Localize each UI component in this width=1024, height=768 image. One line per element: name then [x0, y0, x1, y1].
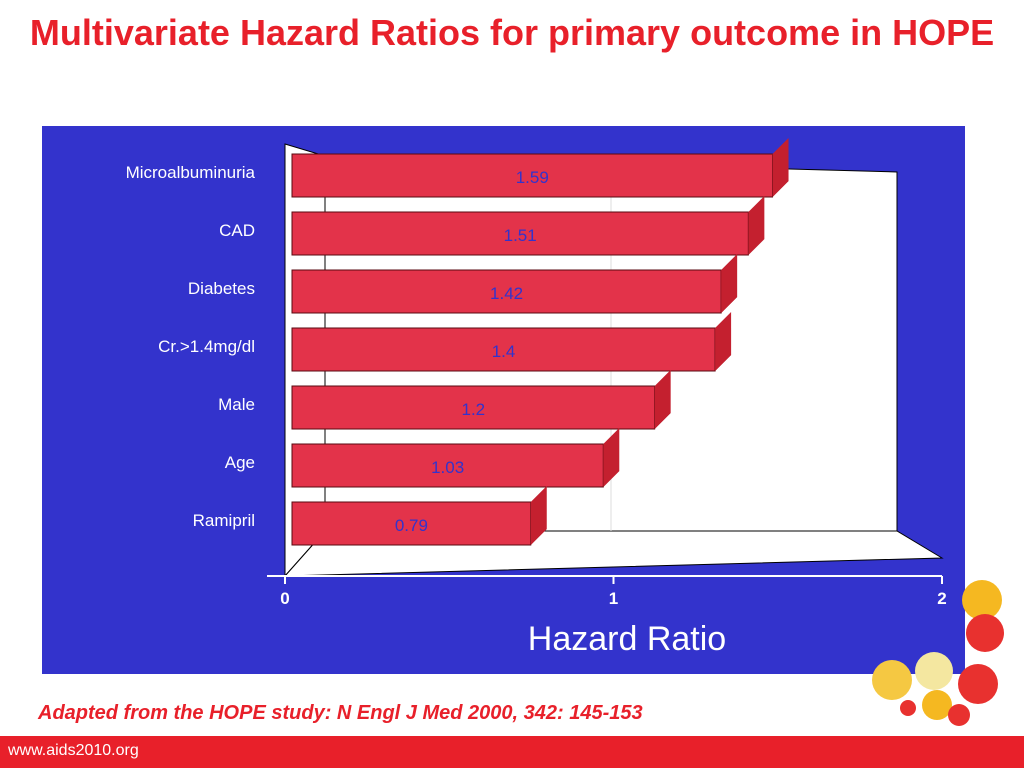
x-tick-label: 2 — [937, 589, 946, 608]
data-label: 1.51 — [504, 226, 537, 245]
data-label: 1.4 — [492, 342, 516, 361]
data-label: 1.2 — [462, 400, 486, 419]
logo-circle-yellow — [872, 660, 912, 700]
category-labels: Microalbuminuria CAD Diabetes Cr.>1.4mg/dl M… — [126, 163, 256, 530]
category-label: Male — [218, 395, 255, 414]
logo-circle-pale — [915, 652, 953, 690]
hazard-ratio-chart: Microalbuminuria CAD Diabetes Cr.>1.4mg/dl M… — [126, 138, 947, 658]
bar-side-face — [654, 370, 671, 429]
category-label: Age — [225, 453, 255, 472]
bar-side-face — [721, 254, 738, 313]
data-label: 1.42 — [490, 284, 523, 303]
slide-title: Multivariate Hazard Ratios for primary o… — [29, 12, 995, 53]
x-tick-label: 1 — [609, 589, 618, 608]
bar-side-face — [530, 486, 547, 545]
x-axis-label: Hazard Ratio — [528, 620, 726, 658]
logo-circle-red-3 — [948, 704, 970, 726]
category-label: CAD — [219, 221, 255, 240]
logo-circle-red — [966, 614, 1004, 652]
x-tick-label: 0 — [280, 589, 289, 608]
logo-circle-orange-2 — [922, 690, 952, 720]
category-label: Cr.>1.4mg/dl — [158, 337, 255, 356]
logo-circle-orange — [962, 580, 1002, 620]
bar-side-face — [603, 428, 620, 487]
x-axis: 0 1 2 — [267, 575, 947, 608]
category-label: Diabetes — [188, 279, 255, 298]
category-label: Ramipril — [193, 511, 255, 530]
data-label: 1.59 — [516, 168, 549, 187]
data-labels: 1.59 1.51 1.42 1.4 1.2 1.03 0.79 — [395, 168, 549, 535]
logo-circle-red-2 — [958, 664, 998, 704]
bar — [291, 501, 532, 546]
source-caption: Adapted from the HOPE study: N Engl J Me… — [38, 702, 643, 724]
bar — [291, 443, 604, 488]
data-label: 0.79 — [395, 516, 428, 535]
category-label: Microalbuminuria — [126, 163, 256, 182]
bar-side-face — [748, 196, 765, 255]
bar-side-face — [772, 138, 789, 197]
bar — [291, 385, 656, 430]
chart-bars — [291, 138, 789, 546]
bar — [291, 327, 716, 372]
footer-bar — [0, 736, 1024, 768]
logo-circle-red-small — [900, 700, 916, 716]
footer-url: www.aids2010.org — [8, 742, 139, 759]
bar — [291, 211, 749, 256]
data-label: 1.03 — [431, 458, 464, 477]
chart-panel: Microalbuminuria CAD Diabetes Cr.>1.4mg/dl M… — [42, 126, 965, 674]
bar — [291, 269, 722, 314]
bar-side-face — [715, 312, 732, 371]
